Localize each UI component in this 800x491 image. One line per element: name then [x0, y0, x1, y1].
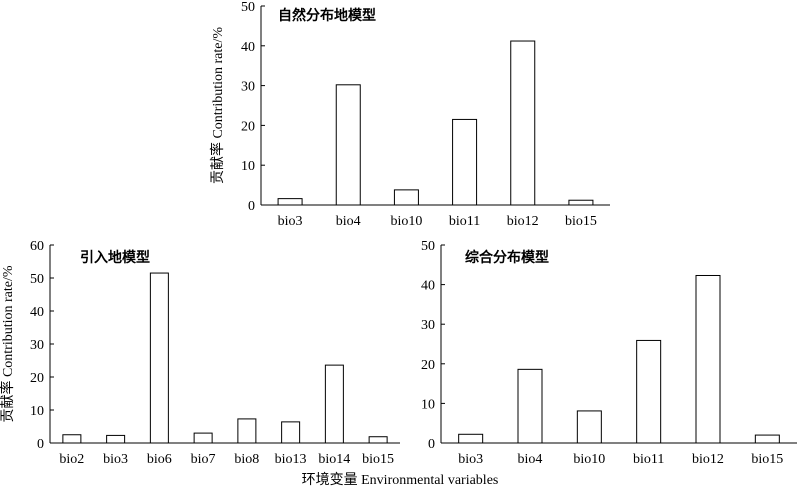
x-tick-label: bio15	[362, 452, 394, 467]
bar-bio6	[149, 272, 169, 444]
y-tick-label: 30	[30, 338, 44, 353]
y-tick-label: 0	[428, 437, 435, 452]
y-axis-label: 贡献率 Contribution rate/%	[209, 27, 226, 184]
x-tick-label: bio3	[103, 452, 128, 467]
y-tick-label: 20	[241, 119, 255, 134]
x-tick-label: bio13	[275, 452, 307, 467]
x-tick-label: bio2	[59, 452, 84, 467]
x-tick-label: bio4	[518, 452, 543, 467]
x-tick-label: bio15	[751, 452, 783, 467]
y-tick-label: 40	[241, 40, 255, 55]
bar-bio10	[576, 410, 602, 444]
bar-bio4	[335, 84, 361, 206]
bar-bio4	[517, 368, 543, 444]
x-tick-label: bio12	[692, 452, 724, 467]
bar-bio15	[754, 434, 780, 444]
chart-combined: 0 10 20 30 40 50 bio3 bio4 bio10 bio11 bio12 bio15 综…	[421, 239, 797, 467]
x-tick-label: bio4	[336, 214, 361, 229]
x-tick-label: bio8	[234, 452, 259, 467]
y-tick-label: 40	[30, 305, 44, 320]
chart-title: 自然分布地模型	[278, 7, 376, 24]
bar-bio11	[452, 118, 478, 206]
x-tick-label: bio15	[565, 214, 597, 229]
x-tick-label: bio10	[390, 214, 422, 229]
x-tick-label: bio11	[633, 452, 664, 467]
bar-bio12	[510, 40, 536, 206]
y-tick-label: 0	[248, 199, 255, 214]
x-tick-label: bio7	[191, 452, 216, 467]
y-tick-label: 10	[241, 159, 255, 174]
y-tick-label: 20	[30, 371, 44, 386]
bar-bio8	[237, 418, 257, 444]
y-tick-label: 60	[30, 239, 44, 254]
shared-x-axis-label: 环境变量 Environmental variables	[302, 472, 499, 488]
y-tick-label: 40	[421, 279, 435, 294]
x-tick-label: bio10	[573, 452, 605, 467]
y-tick-label: 0	[37, 437, 44, 452]
bar-bio3	[106, 434, 126, 444]
y-tick-label: 10	[30, 404, 44, 419]
y-tick-label: 50	[421, 239, 435, 254]
x-tick-label: bio3	[458, 452, 483, 467]
y-tick-label: 30	[421, 318, 435, 333]
bar-bio14	[324, 364, 344, 444]
bar-bio2	[62, 434, 82, 444]
y-tick-label: 50	[241, 0, 255, 15]
chart-title: 引入地模型	[80, 249, 150, 266]
bar-bio12	[695, 274, 721, 444]
bar-bio15	[368, 436, 388, 444]
y-tick-label: 10	[421, 397, 435, 412]
x-tick-label: bio6	[147, 452, 172, 467]
bar-bio7	[193, 432, 213, 444]
x-tick-label: bio11	[449, 214, 480, 229]
y-tick-label: 30	[241, 80, 255, 95]
y-axis-label: 贡献率 Contribution rate/%	[0, 265, 16, 422]
y-tick-label: 50	[30, 272, 44, 287]
x-tick-label: bio3	[278, 214, 303, 229]
x-tick-label: bio14	[318, 452, 350, 467]
chart-title: 综合分布模型	[465, 249, 549, 266]
bar-bio15	[568, 199, 594, 206]
chart-natural-distribution: 0 10 20 30 40 50 bio3 bio4 bio10 bio11 bio12 bio15 自…	[209, 0, 610, 229]
bar-bio3	[458, 433, 484, 444]
x-tick-label: bio12	[507, 214, 539, 229]
bar-bio13	[281, 421, 301, 444]
bar-bio10	[393, 189, 419, 206]
chart-introduced: 0 10 20 30 40 50 60 bio2 bio3 bio6 bio7 bio8 bio13 bi…	[0, 239, 400, 467]
bar-bio11	[636, 339, 662, 444]
y-tick-label: 20	[421, 358, 435, 373]
bar-bio3	[277, 198, 303, 206]
